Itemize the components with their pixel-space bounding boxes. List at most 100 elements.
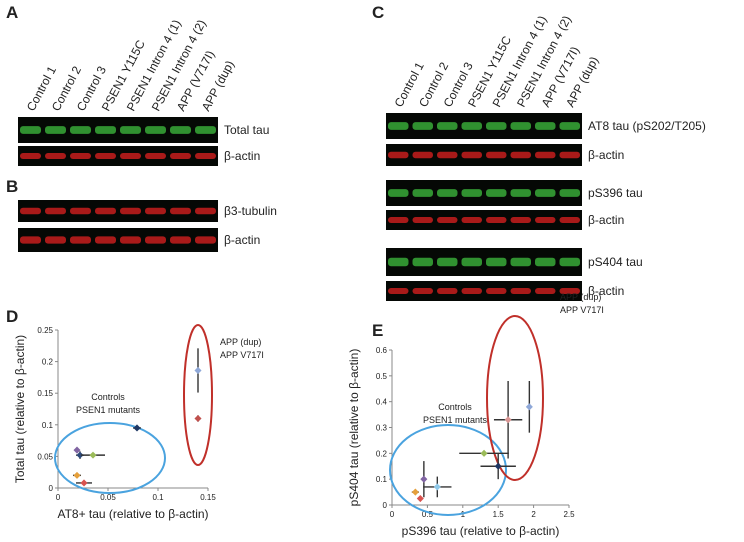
x-tick-label: 0.05 [100,493,116,502]
annotation: APP V717I [560,305,604,315]
point [194,366,202,374]
band [195,126,216,134]
band [195,153,216,159]
x-tick-label: 0.15 [200,493,216,502]
band [486,189,507,197]
band [412,189,433,197]
point [416,495,424,503]
point [480,449,488,457]
point [80,479,88,487]
blot [18,146,218,166]
band [535,217,556,223]
band-label: β-actin [224,149,260,163]
band [412,257,433,267]
panel-letter: A [6,3,18,22]
y-tick-label: 0.2 [376,449,388,458]
point [73,446,81,454]
point [133,424,141,432]
band [388,217,409,223]
y-tick-label: 0.3 [376,424,388,433]
band [388,288,409,294]
group-ellipse [486,315,544,481]
blot [386,144,582,166]
band [461,151,482,159]
band [437,151,458,159]
point [89,451,97,459]
band [195,236,216,244]
band [486,288,507,294]
band [95,153,116,159]
annotation: Controls [91,392,125,402]
y-axis-label: Total tau (relative to β-actin) [13,335,27,483]
band-label: β-actin [588,213,624,227]
band [95,207,116,215]
band-label: pS404 tau [588,255,643,269]
band [486,257,507,267]
annotation: APP V717I [220,350,264,360]
band [412,122,433,130]
band [510,151,531,159]
band [486,122,507,130]
band [510,217,531,223]
band [45,126,66,134]
band [120,126,141,134]
group-ellipse [389,424,507,516]
panel-letter: D [6,307,18,326]
panel-letter: C [372,3,384,22]
x-tick-label: 2.5 [563,510,575,519]
band [559,288,580,294]
point [504,416,512,424]
band [559,257,580,267]
x-tick-label: 0 [390,510,395,519]
band [95,236,116,244]
group-ellipse [54,422,166,494]
group-ellipse [183,324,213,466]
point [494,462,502,470]
band [437,189,458,197]
band [412,151,433,159]
point [73,471,81,479]
band [388,257,409,267]
band [45,207,66,215]
band [437,288,458,294]
x-axis-label: pS396 tau (relative to β-actin) [402,524,560,538]
band [510,189,531,197]
band [70,207,91,215]
band-label: β-actin [588,284,624,298]
band [461,288,482,294]
band [559,189,580,197]
band [70,153,91,159]
point [411,488,419,496]
band [437,122,458,130]
point [433,483,441,491]
band [510,288,531,294]
x-tick-label: 0.1 [152,493,164,502]
band-label: pS396 tau [588,186,643,200]
band [170,236,191,244]
band-label: β-actin [588,148,624,162]
band [145,207,166,215]
blot [386,281,582,301]
band-label: β-actin [224,233,260,247]
band [95,126,116,134]
band [437,217,458,223]
band [559,217,580,223]
y-tick-label: 0.05 [37,452,53,461]
y-tick-label: 0.1 [376,475,388,484]
annotation: APP (dup) [220,337,261,347]
band [412,288,433,294]
band [461,257,482,267]
annotation: PSEN1 mutants [76,405,141,415]
band [486,217,507,223]
band [388,189,409,197]
band [170,126,191,134]
annotation: Controls [438,402,472,412]
y-tick-label: 0.25 [37,326,53,335]
band [20,153,41,159]
band [461,217,482,223]
y-tick-label: 0.6 [376,346,388,355]
band [535,189,556,197]
band [535,288,556,294]
band [461,189,482,197]
